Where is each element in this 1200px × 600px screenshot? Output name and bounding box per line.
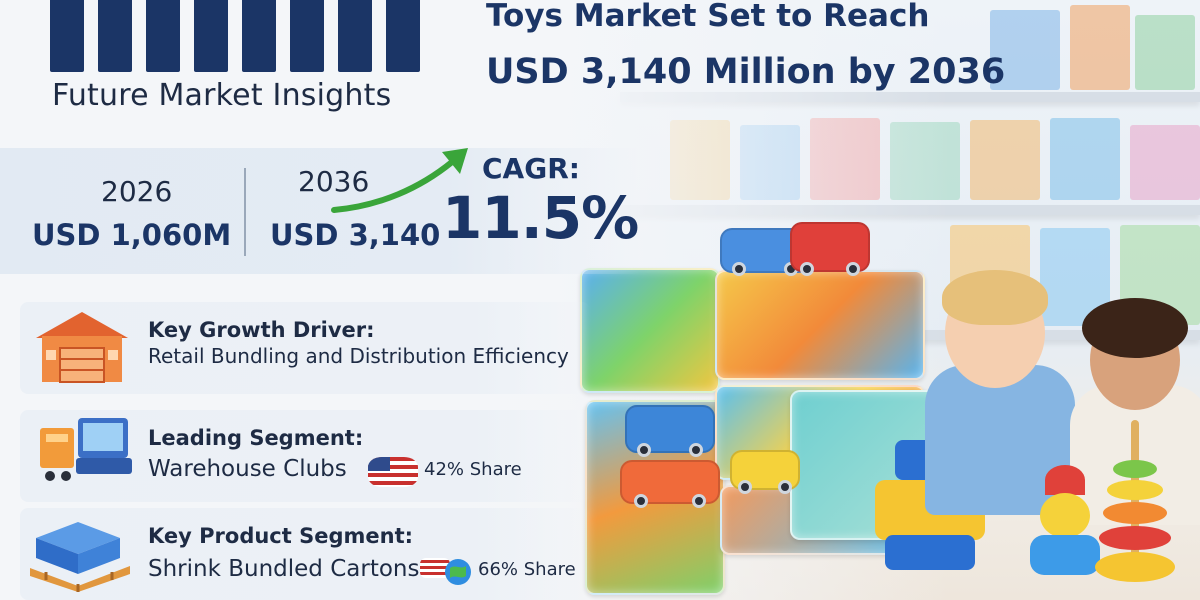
store-checkout-icon bbox=[40, 418, 132, 481]
stats-divider bbox=[244, 168, 246, 256]
shelf-toy-box bbox=[990, 10, 1060, 90]
share-badge: 42% Share bbox=[424, 459, 522, 480]
globe-flag-icon bbox=[420, 558, 471, 585]
insight-title: Key Growth Driver: bbox=[148, 318, 375, 342]
toy-package bbox=[580, 268, 720, 393]
headline-line-2: USD 3,140 Million by 2036 bbox=[486, 52, 1006, 92]
headline-line-1: Toys Market Set to Reach bbox=[486, 0, 930, 34]
shelf-toy-box bbox=[1070, 5, 1130, 90]
pallet-cartons-icon bbox=[30, 522, 130, 592]
us-flag-icon bbox=[368, 457, 418, 487]
growth-arrow-icon bbox=[331, 148, 468, 213]
start-value: USD 1,060M bbox=[32, 218, 232, 252]
toy-car bbox=[790, 222, 870, 276]
toy-ring-stacker bbox=[1095, 420, 1175, 590]
start-year: 2026 bbox=[101, 175, 173, 208]
share-badge: 66% Share bbox=[478, 559, 576, 580]
shelf-toy-box bbox=[970, 120, 1040, 200]
insight-title: Leading Segment: bbox=[148, 426, 364, 450]
toy-clown bbox=[1030, 465, 1100, 575]
toy-car bbox=[625, 405, 715, 457]
fmi-logo-mark bbox=[50, 0, 430, 78]
toy-package bbox=[715, 270, 925, 380]
insight-title: Key Product Segment: bbox=[148, 524, 414, 548]
brand-name: Future Market Insights bbox=[52, 78, 392, 113]
shelf-toy-box bbox=[1050, 118, 1120, 200]
toy-car bbox=[620, 460, 720, 508]
shelf-toy-box bbox=[1130, 125, 1200, 200]
toy-car bbox=[730, 450, 800, 494]
cagr-label: CAGR: bbox=[482, 152, 580, 185]
end-year: 2036 bbox=[298, 165, 370, 198]
end-value: USD 3,140 bbox=[270, 218, 441, 252]
warehouse-icon bbox=[36, 312, 128, 383]
insight-subtitle: Warehouse Clubs bbox=[148, 456, 347, 482]
insight-subtitle: Shrink Bundled Cartons bbox=[148, 556, 420, 582]
stats-band bbox=[0, 148, 640, 274]
cagr-value: 11.5% bbox=[442, 184, 639, 252]
shelf-toy-box bbox=[1135, 15, 1195, 90]
insight-subtitle: Retail Bundling and Distribution Efficie… bbox=[148, 344, 569, 368]
headline: Toys Market Set to Reach USD 3,140 Milli… bbox=[486, 0, 1005, 92]
toy-store-background bbox=[430, 0, 1200, 600]
